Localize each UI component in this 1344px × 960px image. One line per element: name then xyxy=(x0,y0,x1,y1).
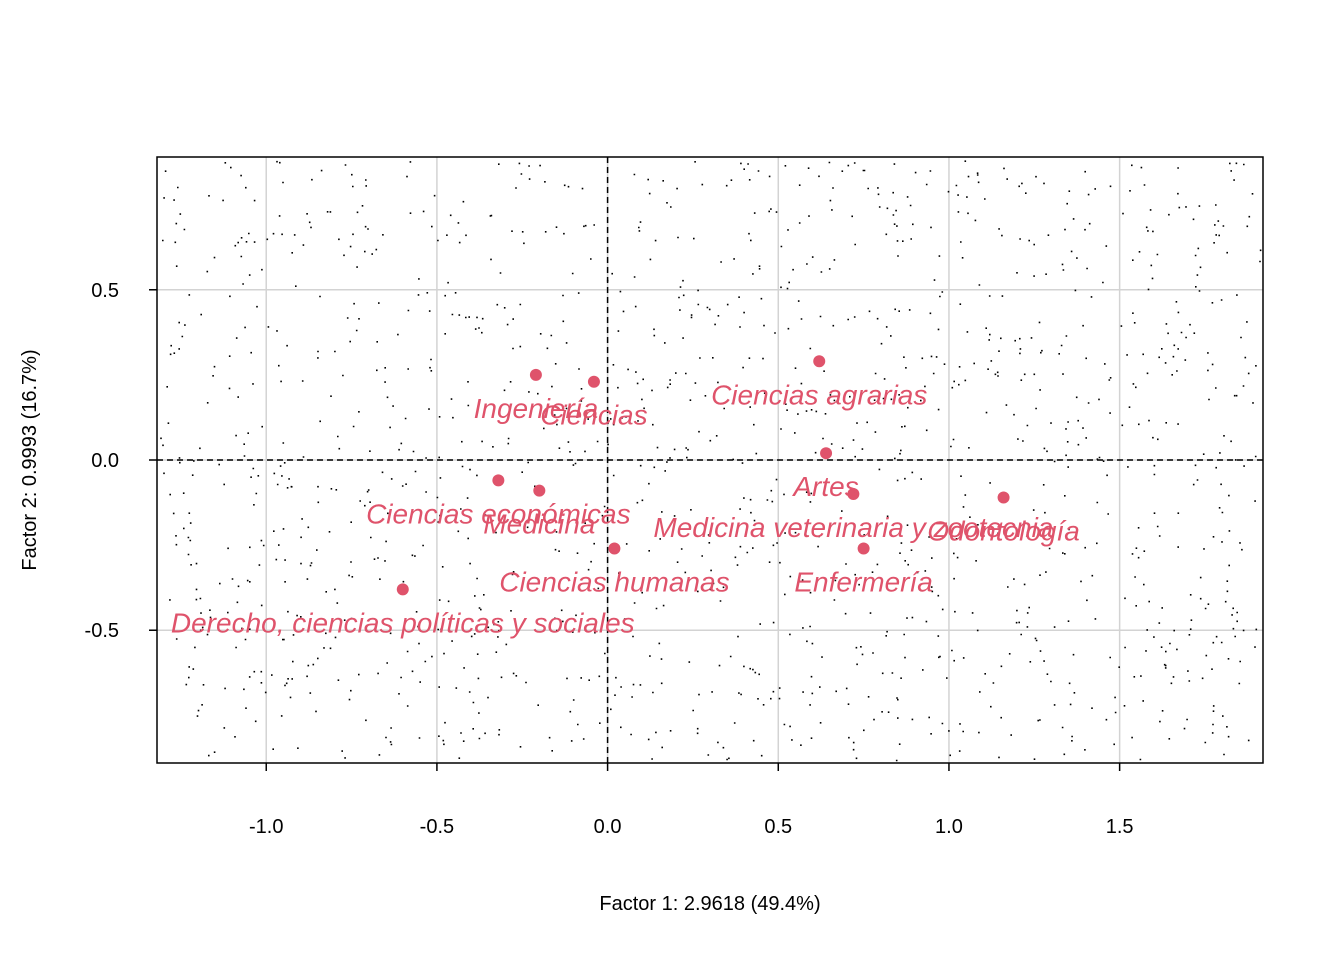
category-point-10 xyxy=(396,583,409,596)
reference-lines xyxy=(157,157,1263,763)
x-tick-label-3: 0.5 xyxy=(764,816,792,838)
category-point-0 xyxy=(529,368,542,381)
y-tick-label-1: 0.0 xyxy=(91,450,119,472)
x-tick-label-5: 1.5 xyxy=(1106,816,1134,838)
category-label-0: Ingeniería xyxy=(474,393,599,424)
category-point-5 xyxy=(533,484,546,497)
background-points xyxy=(160,160,1262,762)
y-tick-label-2: 0.5 xyxy=(91,280,119,302)
category-point-9 xyxy=(857,542,870,555)
category-label-2: Ciencias agrarias xyxy=(711,379,927,410)
category-label-8: Ciencias humanas xyxy=(499,567,729,598)
category-point-2 xyxy=(813,355,826,368)
category-label-6: Medicina veterinaria y zootecnia xyxy=(653,512,1053,543)
y-tick-label-0: -0.5 xyxy=(85,620,119,642)
category-label-10: Derecho, ciencias políticas y sociales xyxy=(171,607,635,638)
category-label-5: Medicina xyxy=(483,509,595,540)
category-point-1 xyxy=(587,375,600,388)
category-label-9: Enfermería xyxy=(794,567,933,598)
x-tick-label-4: 1.0 xyxy=(935,816,963,838)
y-axis-title: Factor 2: 0.9993 (16.7%) xyxy=(19,349,41,570)
category-label-3: Artes xyxy=(791,471,858,502)
category-point-7 xyxy=(997,491,1010,504)
x-axis-title: Factor 1: 2.9618 (49.4%) xyxy=(599,893,820,915)
x-tick-label-2: 0.0 xyxy=(594,816,622,838)
y-axis: -0.5 0.0 0.5 xyxy=(85,280,157,642)
category-point-8 xyxy=(608,542,621,555)
category-label-1: Ciencias xyxy=(540,400,647,431)
category-point-4 xyxy=(492,474,505,487)
category-label-7: Odontología xyxy=(927,515,1080,546)
x-axis: -1.0 -0.5 0.0 0.5 1.0 1.5 xyxy=(249,763,1134,838)
background-point-cloud xyxy=(160,160,1262,762)
category-point-3 xyxy=(820,447,833,460)
x-tick-label-0: -1.0 xyxy=(249,816,283,838)
x-tick-label-1: -0.5 xyxy=(420,816,454,838)
category-point-6 xyxy=(847,488,860,501)
category-points xyxy=(396,355,1010,596)
category-label-4: Ciencias económicas xyxy=(366,498,631,529)
